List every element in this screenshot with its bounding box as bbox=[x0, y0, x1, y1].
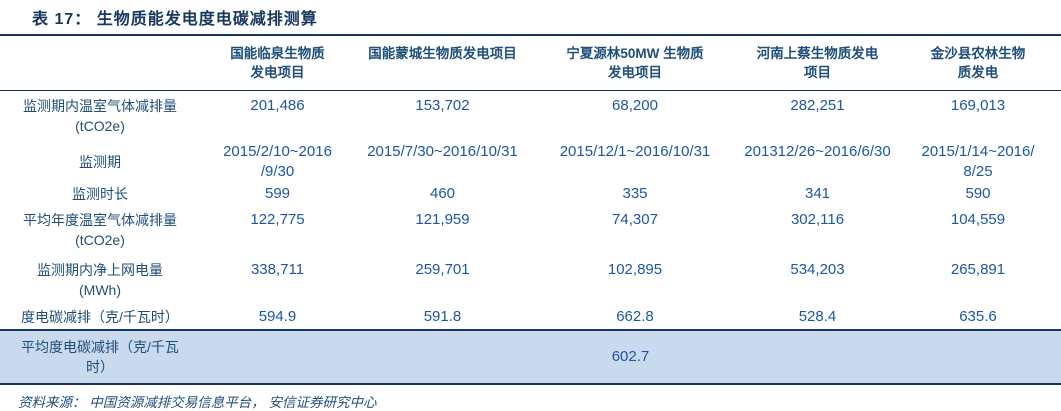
cell-value: 102,895 bbox=[607, 261, 663, 278]
cell-value: 282,251 bbox=[790, 97, 845, 114]
cell-value: 302,116 bbox=[790, 211, 845, 228]
row-label: 监测时长 bbox=[72, 186, 128, 202]
carbon-reduction-table: 国能临泉生物质 发电项目 国能蒙城生物质发电项目 宁夏源林50MW 生物质 发电… bbox=[0, 34, 1061, 385]
cell-value: 201312/26~2016/6/30 bbox=[744, 143, 891, 160]
cell-value: 528.4 bbox=[798, 308, 837, 325]
cell-value: 335 bbox=[622, 185, 648, 202]
cell-value: 590 bbox=[965, 185, 991, 202]
cell-value: 201,486 bbox=[250, 97, 305, 114]
cell-value: 259,701 bbox=[415, 261, 470, 278]
table-summary-row-average: 平均度电碳减排（克/千瓦 时） 602.7 bbox=[0, 329, 1061, 385]
table-row-monitoring-period: 监测期 2015/2/10~2016 /9/30 2015/7/30~2016/… bbox=[0, 141, 1061, 183]
header-cell-project-mengcheng: 国能蒙城生物质发电项目 bbox=[368, 46, 517, 61]
cell-value: 2015/12/1~2016/10/31 bbox=[559, 143, 711, 160]
cell-value: 594.9 bbox=[258, 308, 297, 325]
cell-value: 121,959 bbox=[415, 211, 470, 228]
table-row-per-kwh-carbon-reduction: 度电碳减排（克/千瓦时） 594.9 591.8 662.8 528.4 635… bbox=[0, 305, 1061, 329]
row-label: 监测期内净上网电量 (MWh) bbox=[37, 262, 163, 298]
cell-value: 2015/2/10~2016 /9/30 bbox=[223, 143, 332, 180]
cell-value: 104,559 bbox=[950, 211, 1006, 228]
row-label: 监测期 bbox=[79, 154, 121, 170]
row-label: 平均年度温室气体减排量 (tCO2e) bbox=[23, 212, 177, 248]
cell-value: 341 bbox=[804, 185, 831, 202]
cell-value: 338,711 bbox=[250, 261, 305, 278]
table-row-ghg-reduction: 监测期内温室气体减排量 (tCO2e) 201,486 153,702 68,2… bbox=[0, 91, 1061, 141]
header-cell-project-linquan: 国能临泉生物质 发电项目 bbox=[230, 46, 325, 80]
row-label: 监测期内温室气体减排量 (tCO2e) bbox=[23, 98, 177, 134]
cell-value: 460 bbox=[429, 185, 456, 202]
cell-value: 2015/7/30~2016/10/31 bbox=[367, 143, 518, 160]
cell-value: 74,307 bbox=[612, 211, 658, 228]
page-title: 表 17： 生物质能发电度电碳减排测算 bbox=[32, 11, 318, 28]
row-label: 度电碳减排（克/千瓦时） bbox=[21, 309, 179, 325]
table-row-net-grid-electricity: 监测期内净上网电量 (MWh) 338,711 259,701 102,895 … bbox=[0, 255, 1061, 305]
summary-row-value: 602.7 bbox=[611, 348, 650, 365]
cell-value: 2015/1/14~2016/ 8/25 bbox=[921, 143, 1035, 180]
cell-value: 68,200 bbox=[612, 97, 658, 114]
cell-value: 265,891 bbox=[950, 261, 1006, 278]
cell-value: 122,775 bbox=[250, 211, 305, 228]
table-row-avg-annual-ghg-reduction: 平均年度温室气体减排量 (tCO2e) 122,775 121,959 74,3… bbox=[0, 205, 1061, 255]
cell-value: 591.8 bbox=[423, 308, 462, 325]
header-cell-project-ningxia: 宁夏源林50MW 生物质 发电项目 bbox=[566, 46, 704, 80]
cell-value: 169,013 bbox=[950, 97, 1006, 114]
cell-value: 662.8 bbox=[616, 308, 654, 325]
header-cell-project-henan: 河南上蔡生物质发电 项目 bbox=[756, 46, 879, 80]
table-row-monitoring-duration: 监测时长 599 460 335 341 590 bbox=[0, 183, 1061, 205]
source-note: 资料来源： 中国资源减排交易信息平台， 安信证券研究中心 bbox=[18, 395, 377, 410]
cell-value: 635.6 bbox=[959, 308, 997, 325]
cell-value: 599 bbox=[264, 185, 291, 202]
table-header-row: 国能临泉生物质 发电项目 国能蒙城生物质发电项目 宁夏源林50MW 生物质 发电… bbox=[0, 36, 1061, 91]
header-cell-blank bbox=[0, 36, 200, 52]
cell-value: 153,702 bbox=[415, 97, 470, 114]
header-cell-project-jinsha: 金沙县农林生物 质发电 bbox=[930, 46, 1026, 80]
cell-value: 534,203 bbox=[790, 261, 845, 278]
summary-row-label: 平均度电碳减排（克/千瓦 时） bbox=[21, 339, 179, 375]
